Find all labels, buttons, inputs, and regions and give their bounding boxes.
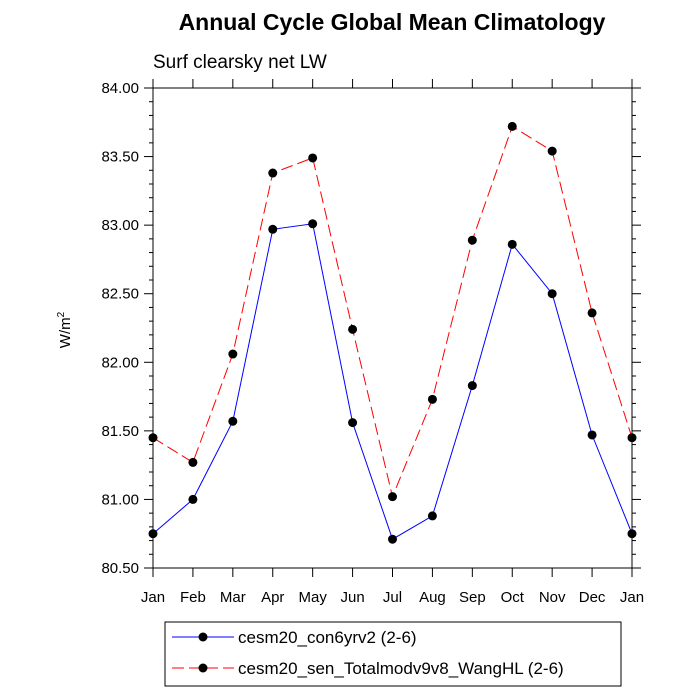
x-tick-label: Oct [501, 589, 525, 606]
y-axis-label-text: W/m [57, 317, 74, 348]
series-2-point [188, 457, 198, 467]
y-tick-label: 82.00 [101, 354, 139, 371]
x-tick-label: Sep [459, 589, 486, 606]
series-1-point [348, 418, 358, 428]
series-1-point [467, 381, 477, 391]
y-tick-label: 81.50 [101, 423, 139, 440]
y-tick-label: 83.00 [101, 217, 139, 234]
legend-label-2: cesm20_sen_Totalmodv9v8_WangHL (2-6) [238, 659, 564, 678]
series-2-point [228, 349, 238, 359]
series-line-1 [152, 223, 633, 540]
series-1-point [627, 529, 637, 539]
x-tick-label: Apr [261, 589, 284, 606]
series-1-point [148, 529, 158, 539]
series-2-point [148, 433, 158, 443]
series-1-point [188, 494, 198, 504]
series-2-point [547, 146, 557, 156]
series-2-point [348, 324, 358, 334]
legend-box [164, 621, 622, 687]
x-tick-label: Aug [419, 589, 446, 606]
series-2-point [507, 121, 517, 131]
series-1-point [388, 534, 397, 544]
series-1-point [228, 416, 238, 426]
chart-title: Annual Cycle Global Mean Climatology [179, 9, 606, 35]
y-tick-label: 81.00 [101, 491, 139, 508]
y-tick-label: 84.00 [101, 80, 139, 97]
series-2-point [427, 394, 437, 404]
series-2-point [308, 153, 318, 163]
y-tick-label: 82.50 [101, 286, 139, 303]
x-tick-label: Dec [579, 589, 606, 606]
series-2-point [627, 433, 637, 443]
x-tick-label: Nov [539, 589, 566, 606]
series-2-point [268, 168, 278, 178]
legend-marker-1 [198, 632, 208, 642]
series-2-point [467, 235, 477, 245]
series-1-point [507, 239, 517, 249]
x-tick-label: Mar [220, 589, 246, 606]
legend-label-1: cesm20_con6yrv2 (2-6) [238, 628, 417, 647]
x-tick-label: Jun [340, 589, 364, 606]
series-1-point [268, 224, 278, 234]
series-2-point [587, 308, 597, 318]
series-line-2 [152, 125, 633, 499]
y-axis: 80.50 81.00 81.50 82.00 82.50 83.00 83.50 84.00 [101, 80, 641, 577]
x-tick-label: May [298, 589, 327, 606]
series-1-point [308, 219, 318, 229]
x-tick-label: Feb [180, 589, 206, 606]
y-tick-label: 83.50 [101, 149, 139, 166]
series-1-point [427, 511, 437, 521]
x-axis: Jan Feb Mar Apr May Jun Jul Aug Sep Oct Nov Dec Jan [141, 79, 644, 606]
series-1-point [547, 289, 557, 299]
legend-marker-2 [198, 663, 208, 673]
x-tick-label: Jan [141, 589, 165, 606]
y-tick-label: 80.50 [101, 560, 139, 577]
y-axis-label-superscript: 2 [56, 311, 67, 317]
series-1-point [587, 430, 597, 440]
series-2-point [388, 492, 397, 502]
y-axis-label: W/m2 [56, 311, 74, 348]
chart-subtitle: Surf clearsky net LW [153, 52, 327, 73]
series-layer [148, 121, 637, 544]
x-tick-label: Jul [383, 589, 402, 606]
legend: cesm20_con6yrv2 (2-6) cesm20_sen_Totalmod… [172, 628, 564, 678]
x-tick-label: Jan [620, 589, 644, 606]
